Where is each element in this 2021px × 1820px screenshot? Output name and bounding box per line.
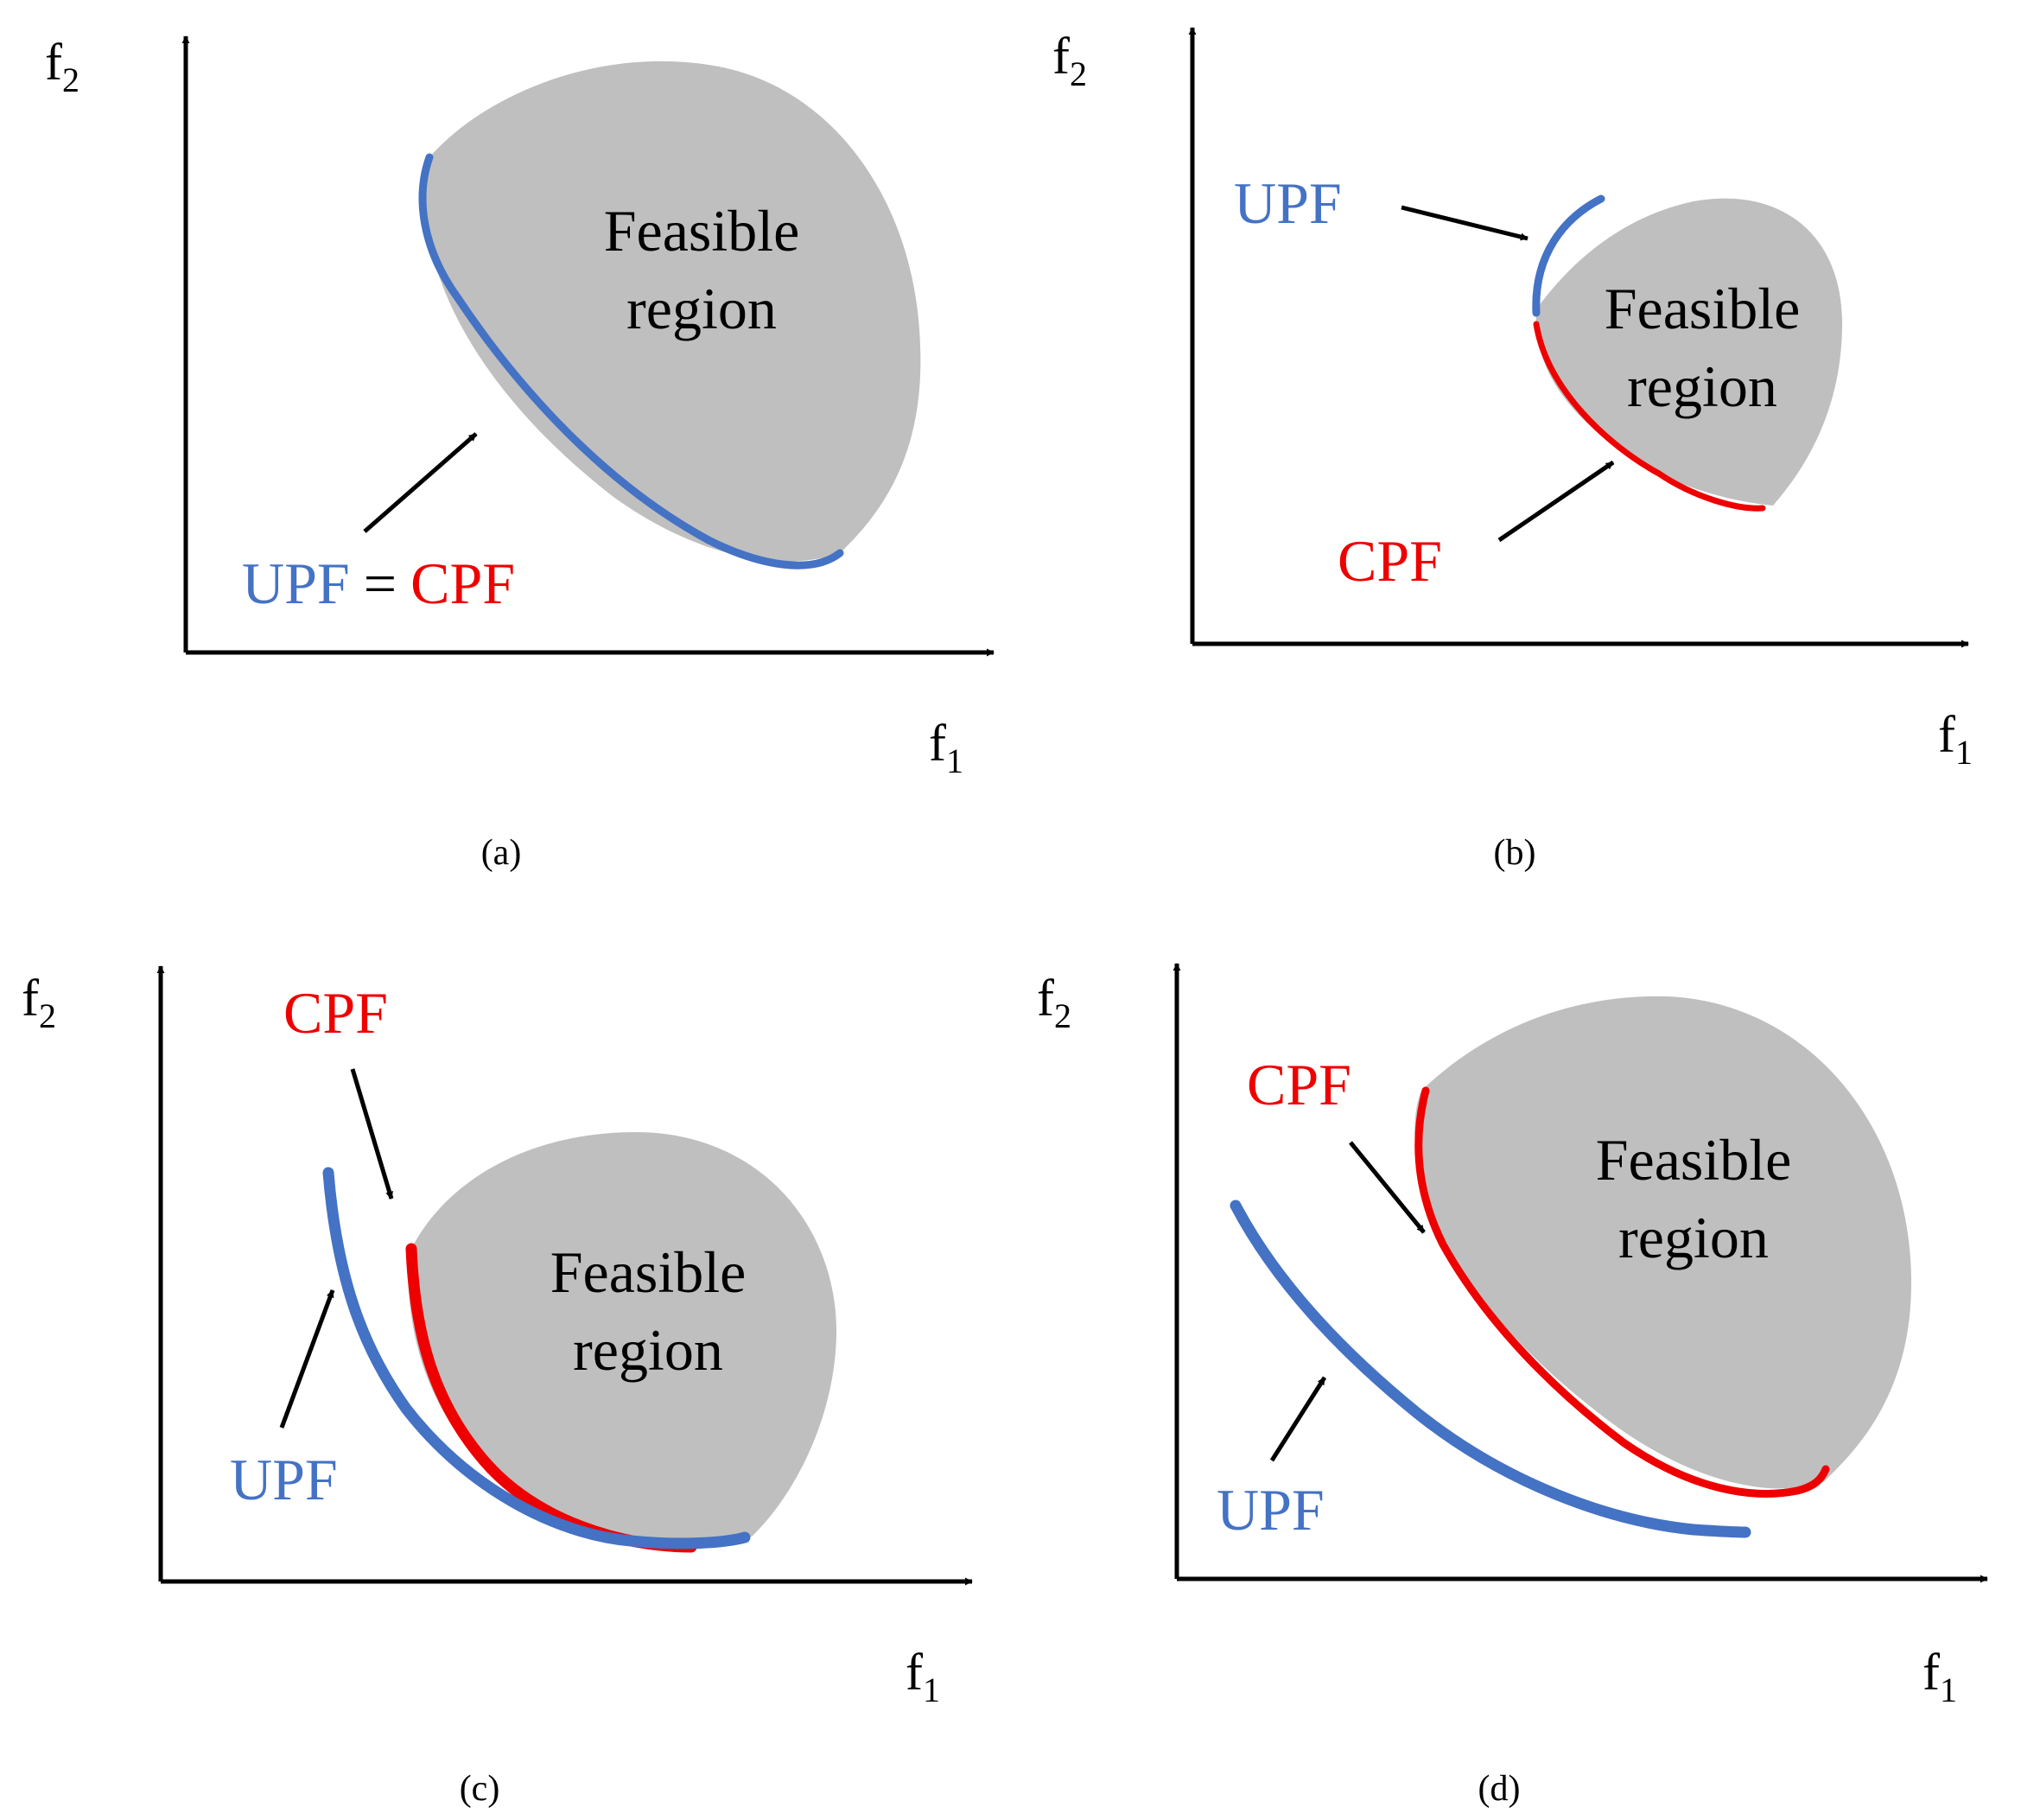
region-label-line2: region <box>626 276 777 341</box>
feasible-region <box>1535 198 1843 506</box>
region-label-line2: region <box>573 1317 723 1383</box>
upf-curve <box>1532 194 1605 317</box>
cpf-label: CPF <box>283 980 388 1046</box>
f1-axis-label: f1 <box>929 715 963 780</box>
region-label-line1: Feasible <box>604 198 800 264</box>
pointer-arrow <box>363 432 478 533</box>
upf-pointer-arrow <box>1269 1376 1327 1462</box>
region-label-line1: Feasible <box>550 1239 747 1305</box>
f1-axis-label: f1 <box>1938 706 1973 772</box>
f2-axis-label: f2 <box>1052 28 1087 93</box>
panel-d: f2 f1 Feasible region CPF UPF (d) <box>1037 963 1988 1809</box>
region-label-line1: Feasible <box>1596 1127 1792 1193</box>
upf-curve <box>1230 1200 1751 1538</box>
panel-c: f2 f1 Feasible region CPF UPF (c) <box>22 965 973 1809</box>
region-label-line2: region <box>1627 353 1777 419</box>
upf-curve <box>322 1167 751 1550</box>
feasible-region <box>1414 996 1912 1489</box>
cpf-label: CPF <box>1247 1052 1351 1117</box>
f1-axis-label: f1 <box>1922 1644 1957 1709</box>
panel-a: f2 f1 Feasible region UPF = CPF (a) <box>45 34 995 873</box>
caption-b: (b) <box>1494 833 1536 873</box>
caption-c: (c) <box>460 1769 500 1809</box>
f2-axis-label: f2 <box>22 970 56 1035</box>
upf-pointer-arrow <box>279 1289 335 1429</box>
caption-d: (d) <box>1478 1769 1521 1809</box>
upf-equals-cpf-label: UPF = CPF <box>242 550 515 616</box>
f2-axis-label: f2 <box>45 34 79 99</box>
feasible-region <box>423 60 921 562</box>
region-label-line1: Feasible <box>1605 276 1801 341</box>
upf-label: UPF <box>1217 1477 1325 1543</box>
upf-label: UPF <box>1234 170 1342 236</box>
upf-pointer-arrow <box>1401 205 1528 241</box>
f1-axis-label: f1 <box>906 1644 940 1709</box>
feasible-region <box>408 1132 837 1545</box>
caption-a: (a) <box>481 833 522 873</box>
cpf-curve <box>1533 321 1766 512</box>
cpf-label: CPF <box>1338 528 1442 594</box>
cpf-pointer-arrow <box>350 1068 394 1200</box>
f2-axis-label: f2 <box>1037 970 1071 1035</box>
upf-label: UPF <box>230 1447 338 1512</box>
upf-cpf-curve <box>418 153 844 570</box>
cpf-curve <box>1414 1086 1830 1498</box>
region-label-line2: region <box>1618 1205 1769 1270</box>
panel-b: f2 f1 Feasible region UPF CPF (b) <box>1052 27 1973 873</box>
cpf-pointer-arrow <box>1349 1141 1426 1234</box>
cpf-pointer-arrow <box>1497 460 1615 543</box>
